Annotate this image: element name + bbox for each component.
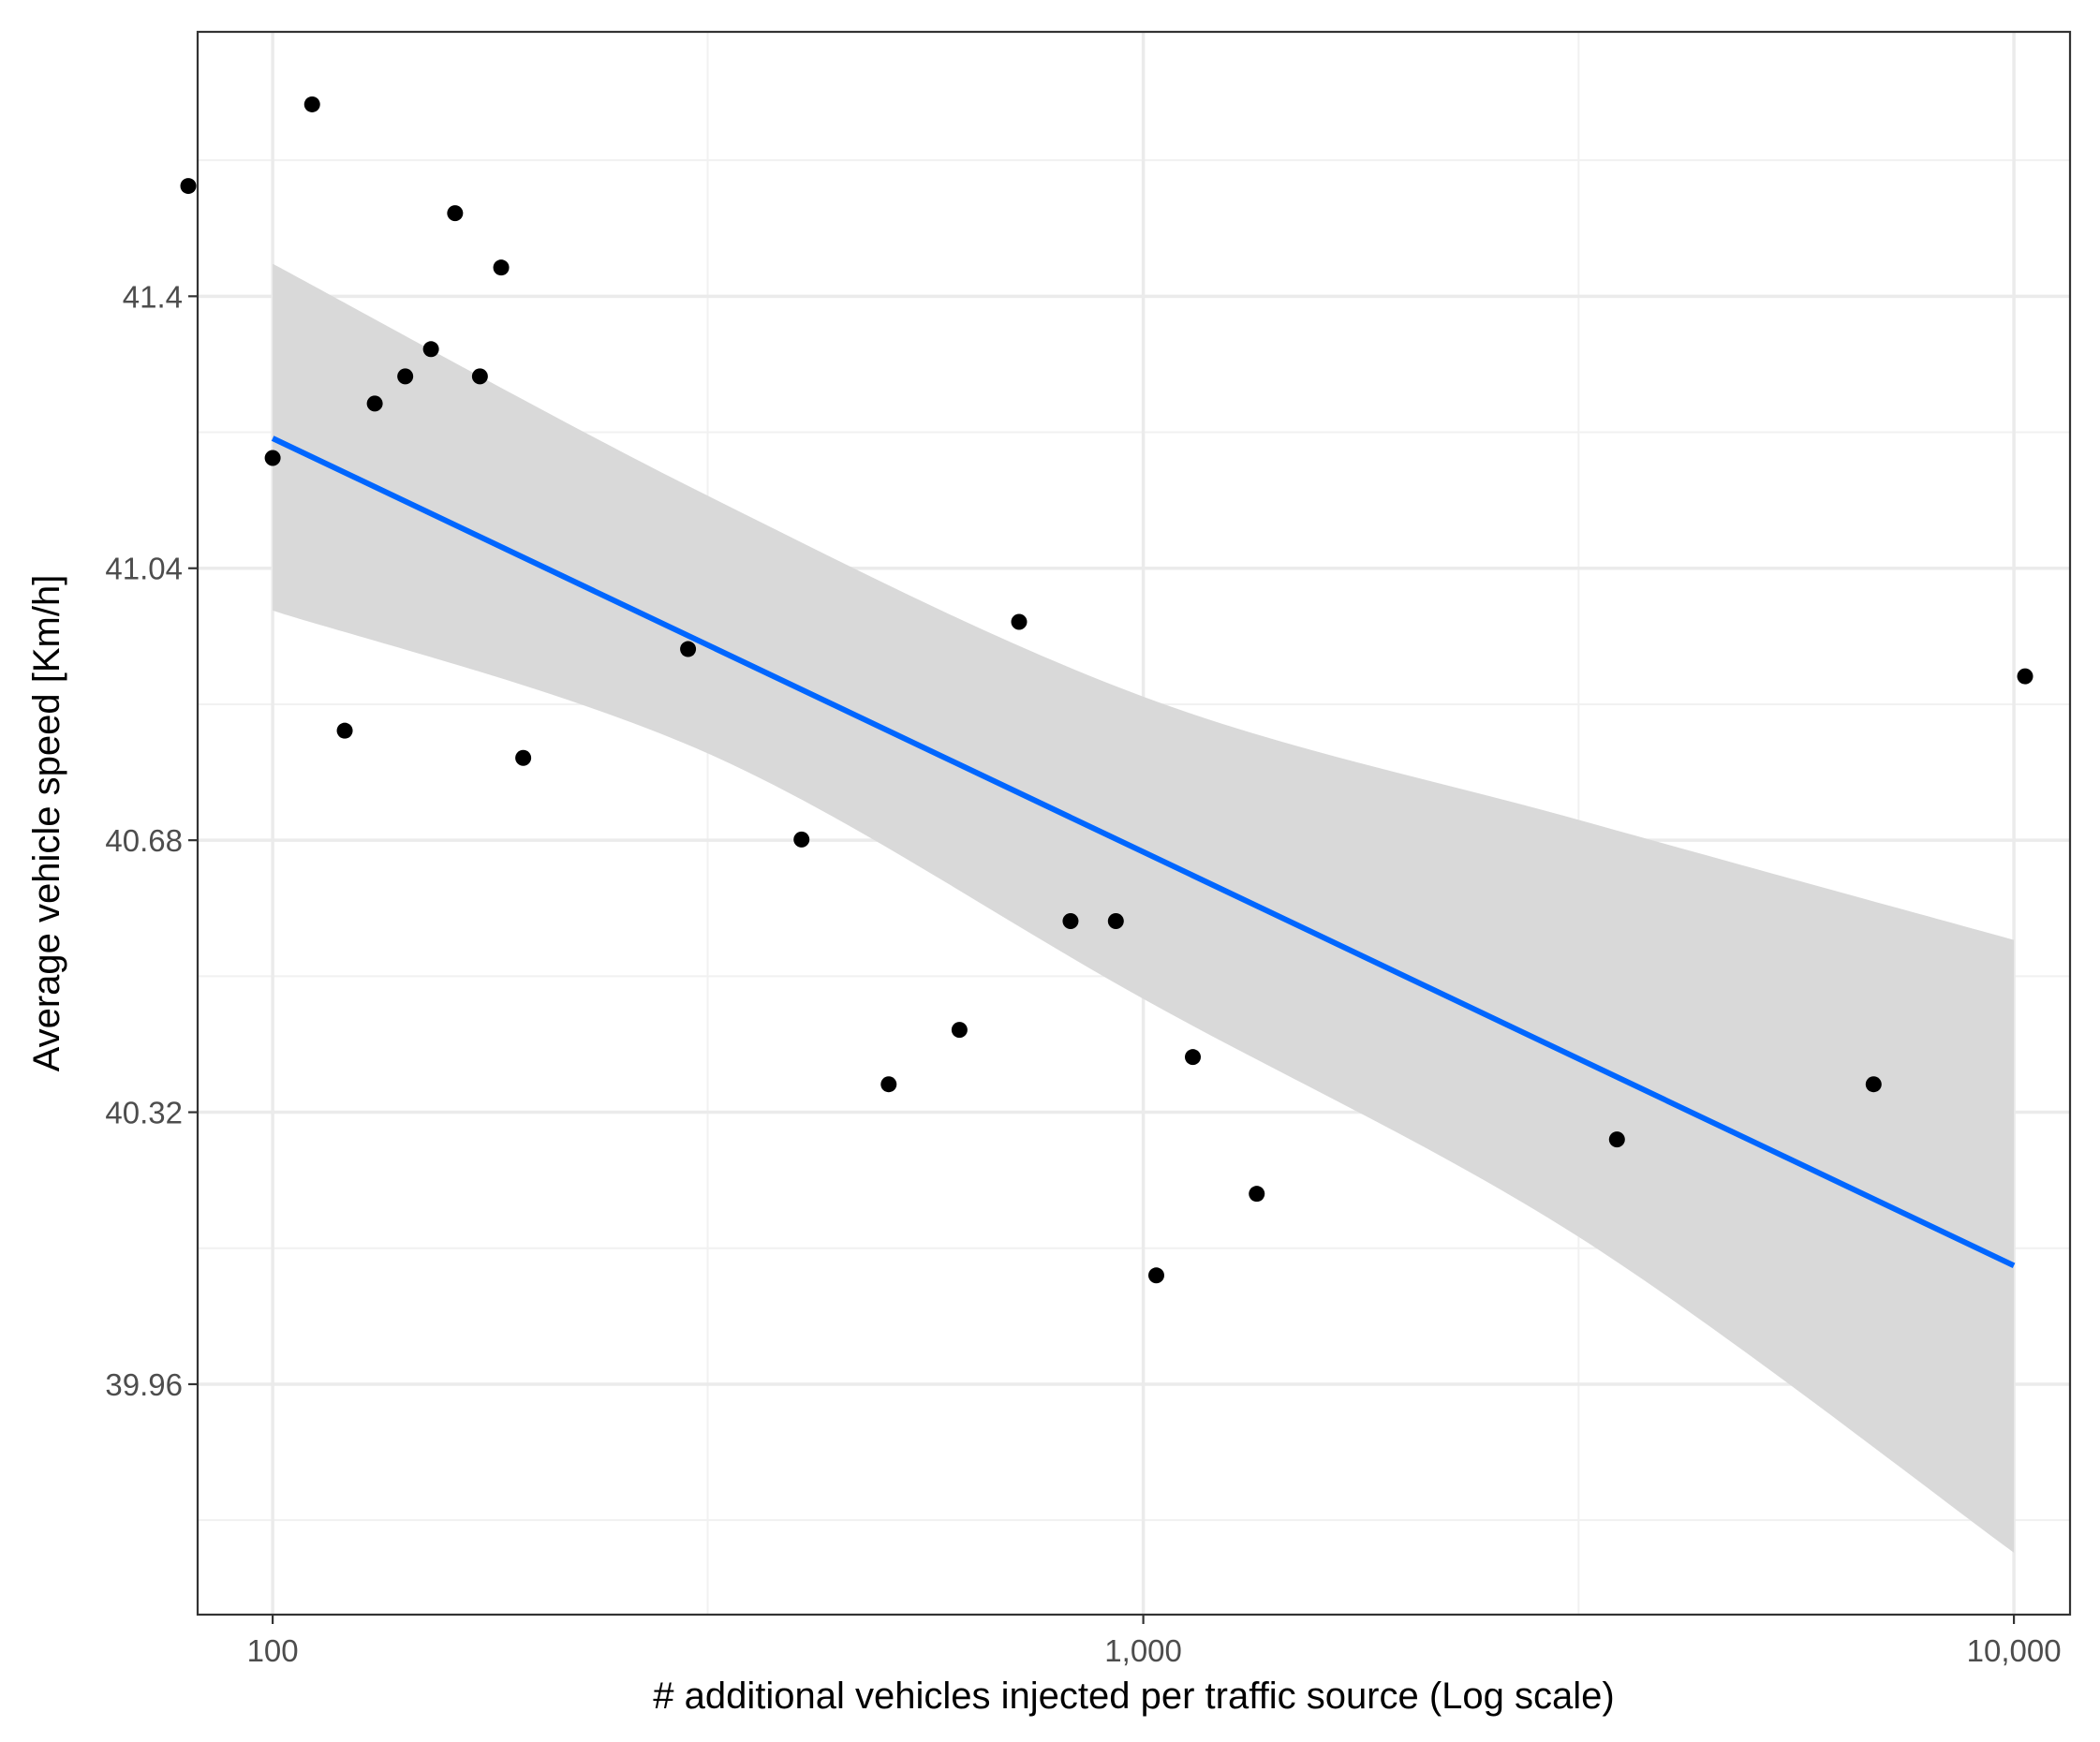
data-point [471, 368, 488, 385]
data-point [264, 450, 281, 466]
y-tick-label: 41.4 [123, 279, 183, 314]
data-point [1062, 912, 1079, 929]
data-point [680, 641, 697, 657]
data-point [1107, 912, 1124, 929]
x-axis-title: # additional vehicles injected per traff… [653, 1676, 1614, 1717]
data-point [493, 259, 510, 276]
data-point [336, 722, 353, 739]
data-points-layer [180, 96, 2033, 1284]
data-point [2017, 668, 2033, 685]
confidence-band-layer [273, 263, 2015, 1553]
data-point [366, 395, 383, 412]
fit-line-layer [271, 436, 2016, 1269]
data-point [1608, 1131, 1625, 1148]
data-point [880, 1076, 897, 1093]
data-point [515, 749, 532, 766]
data-point [447, 205, 464, 222]
data-point [1147, 1267, 1164, 1284]
data-point [1249, 1186, 1265, 1203]
data-point [951, 1022, 968, 1039]
plot-panel-border [196, 30, 2072, 1617]
data-point [303, 96, 320, 112]
data-point [422, 341, 439, 358]
regression-line [271, 436, 2016, 1269]
y-tick-label: 39.96 [105, 1367, 183, 1402]
axis-ticks: 39.96 40.32 40.68 41.04 41.4 100 1,000 10,000 [105, 279, 2061, 1668]
confidence-band [273, 263, 2015, 1553]
x-tick-label: 100 [247, 1633, 299, 1668]
data-point [1865, 1076, 1882, 1093]
y-tick-label: 41.04 [105, 552, 183, 586]
data-point [1184, 1049, 1201, 1066]
y-tick-label: 40.68 [105, 823, 183, 858]
data-point [1011, 613, 1028, 630]
data-point [180, 178, 197, 195]
x-tick-label: 10,000 [1967, 1633, 2062, 1668]
data-point [397, 368, 414, 385]
x-tick-label: 1,000 [1104, 1633, 1182, 1668]
y-axis-title: Average vehicle speed [Km/h] [26, 575, 67, 1072]
y-tick-label: 40.32 [105, 1096, 183, 1130]
data-point [793, 831, 810, 848]
